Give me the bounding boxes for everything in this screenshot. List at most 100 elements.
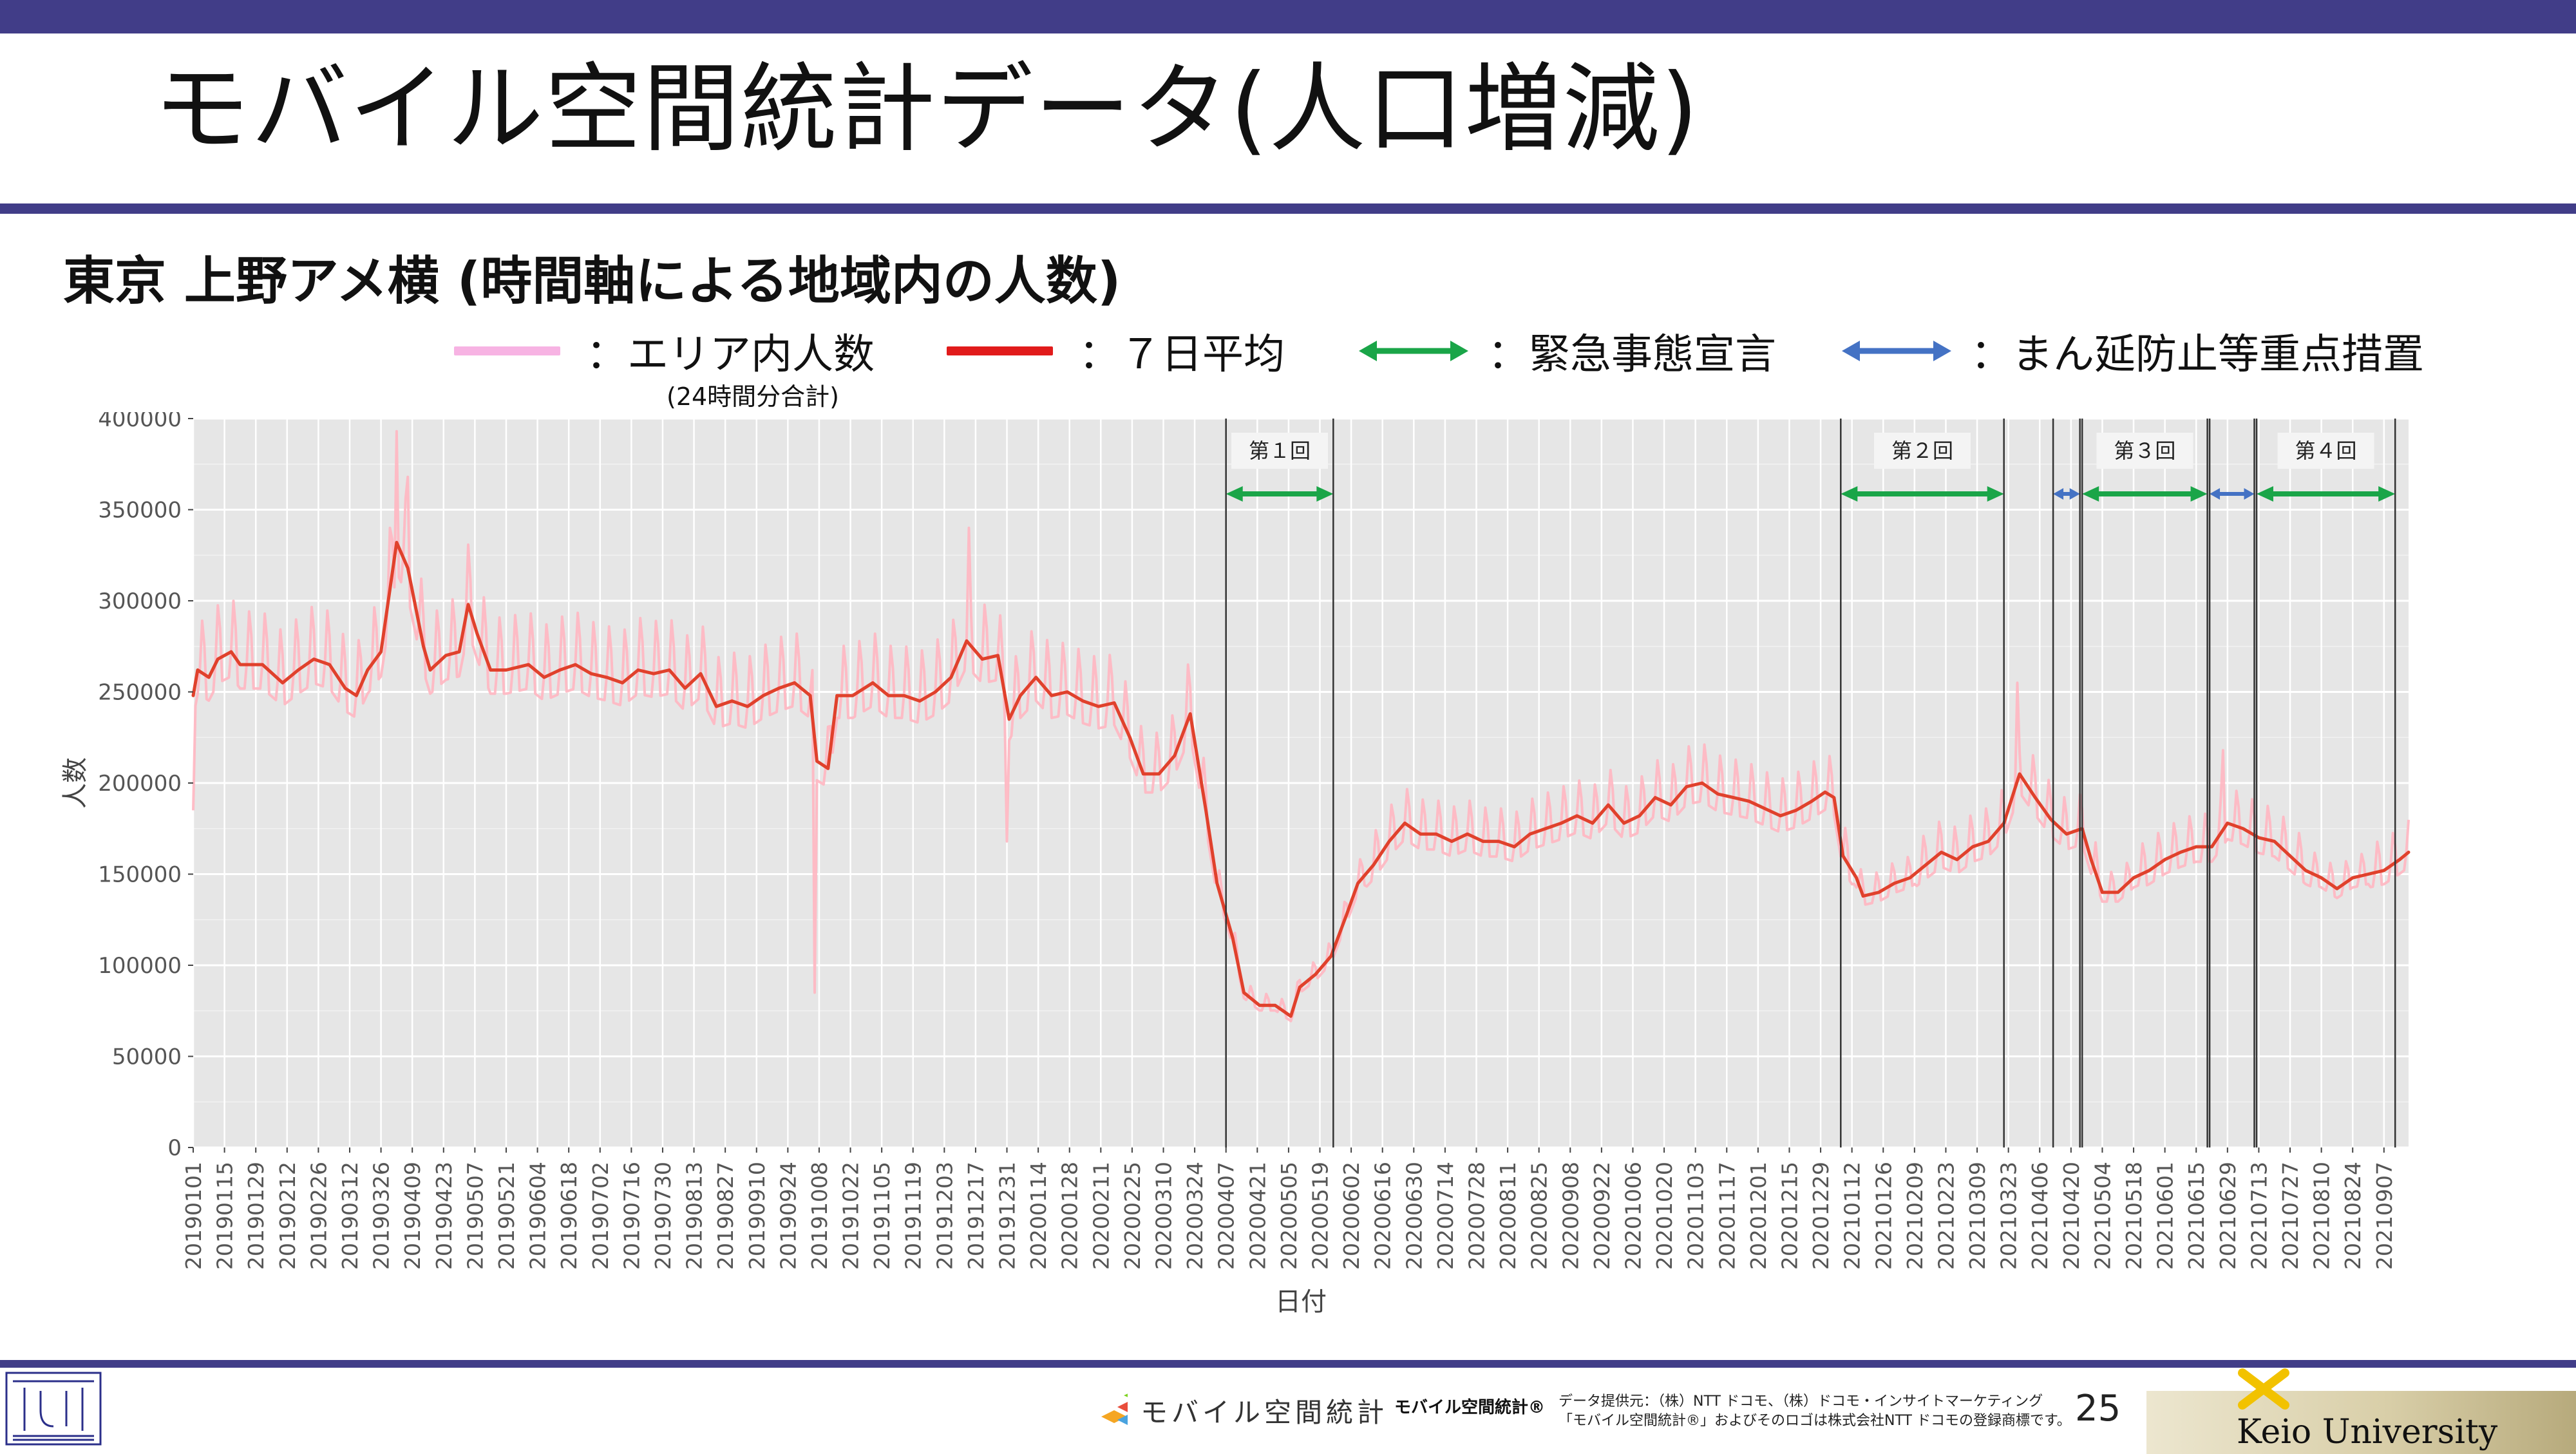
x-tick-label: 20201215 <box>1777 1162 1802 1270</box>
x-tick-label: 20200225 <box>1120 1162 1145 1270</box>
x-tick-label: 20210223 <box>1933 1162 1958 1270</box>
x-tick-label: 20210504 <box>2090 1162 2115 1270</box>
x-tick-label: 20190507 <box>462 1162 488 1270</box>
brand-text: モバイル空間統計® <box>1394 1398 1546 1417</box>
x-tick-label: 20210420 <box>2059 1162 2084 1270</box>
wave-label: 第１回 <box>1249 439 1311 463</box>
x-tick-label: 20191008 <box>807 1162 832 1270</box>
x-tick-label: 20200908 <box>1558 1162 1583 1270</box>
x-tick-label: 20200324 <box>1182 1162 1208 1270</box>
wave-label: 第３回 <box>2114 439 2175 463</box>
x-tick-label: 20190604 <box>526 1162 551 1270</box>
x-tick-label: 20210810 <box>2309 1162 2334 1270</box>
period-arrow-head <box>2256 486 2273 502</box>
x-tick-label: 20200825 <box>1527 1162 1552 1270</box>
x-tick-label: 20200602 <box>1339 1162 1364 1270</box>
x-tick-label: 20201201 <box>1746 1162 1771 1270</box>
x-tick-label: 20210518 <box>2121 1162 2146 1270</box>
x-tick-label: 20201229 <box>1808 1162 1833 1270</box>
x-tick-label: 20210713 <box>2246 1162 2271 1270</box>
x-tick-label: 20210323 <box>1996 1162 2022 1270</box>
x-tick-label: 20210209 <box>1902 1162 1927 1270</box>
period-arrow-head <box>2378 486 2396 502</box>
legend-arrow-priority-icon <box>1842 341 1951 361</box>
x-tick-label: 20190409 <box>400 1162 425 1270</box>
x-axis-title: 日付 <box>1275 1287 1327 1317</box>
credit-line-2: 「モバイル空間統計®」およびそのロゴは株式会社NTT ドコモの登録商標です。 <box>1558 1413 2071 1429</box>
x-tick-label: 20190326 <box>369 1162 394 1270</box>
page-subtitle: 東京 上野アメ横 (時間軸による地域内の人数) <box>63 251 1121 311</box>
seven-day-average-line <box>191 540 2410 1018</box>
x-tick-label: 20200811 <box>1495 1162 1520 1270</box>
legend-swatch-daily <box>454 346 560 355</box>
x-tick-label: 20200519 <box>1308 1162 1333 1270</box>
y-tick-label: 300000 <box>98 589 182 614</box>
footer-divider <box>0 1360 2576 1368</box>
period-arrow-head <box>2053 488 2064 500</box>
keio-university-text: Keio University <box>2237 1413 2498 1451</box>
x-tick-label: 20190115 <box>213 1162 238 1270</box>
legend-item-average: ：７日平均 <box>947 325 1285 379</box>
pen-logo-icon <box>2238 1368 2289 1410</box>
x-tick-label: 20201020 <box>1652 1162 1677 1270</box>
x-tick-label: 20190924 <box>775 1162 800 1270</box>
legend-item-priority: ：まん延防止等重点措置 <box>1842 325 2424 379</box>
x-tick-label: 20190716 <box>619 1162 644 1270</box>
x-tick-label: 20190129 <box>243 1162 269 1270</box>
wave-label-box <box>1874 433 1971 469</box>
legend-label-daily: ：エリア内人数 <box>586 331 875 379</box>
period-arrow-head <box>2244 488 2255 500</box>
page-title: モバイル空間統計データ(人口増減) <box>153 53 1700 165</box>
population-line-chart: 第１回 第２回 第３回 第４回 0 50000 100000 150000 200000 250… <box>61 412 2410 1317</box>
average-series-layer <box>191 540 2410 1018</box>
y-tick-label: 200000 <box>98 771 182 797</box>
x-tick-label: 20190212 <box>275 1162 300 1270</box>
data-credit: データ提供元：（株）NTT ドコモ、（株）ドコモ・インサイトマーケティング 「モ… <box>1558 1392 2071 1431</box>
cube-logo-icon <box>1101 1393 1128 1425</box>
x-tick-label: 20191203 <box>932 1162 957 1270</box>
legend-item-emergency: ：緊急事態宣言 <box>1359 325 1776 379</box>
x-tick-label: 20200211 <box>1088 1162 1113 1270</box>
wave-label-box <box>2096 433 2193 469</box>
x-tick-label: 20191105 <box>869 1162 895 1270</box>
wave-label: 第２回 <box>1891 439 1953 463</box>
y-tick-label: 350000 <box>98 498 182 524</box>
keio-banner: Keio University <box>2146 1391 2576 1454</box>
x-tick-label: 20210824 <box>2340 1162 2365 1270</box>
x-tick-label: 20200421 <box>1245 1162 1270 1270</box>
x-tick-label: 20191231 <box>995 1162 1020 1270</box>
x-tick-label: 20210615 <box>2184 1162 2209 1270</box>
x-tick-label: 20210727 <box>2278 1162 2303 1270</box>
period-arrow-head <box>1841 486 1858 502</box>
x-tick-label: 20200922 <box>1589 1162 1615 1270</box>
y-tick-label: 50000 <box>112 1044 182 1070</box>
legend-swatch-average <box>947 346 1053 355</box>
x-tick-label: 20200505 <box>1276 1162 1302 1270</box>
y-tick-label: 250000 <box>98 680 182 706</box>
x-tick-label: 20190702 <box>588 1162 613 1270</box>
x-tick-label: 20191022 <box>838 1162 864 1270</box>
period-arrow-head <box>1316 486 1334 502</box>
wave-label: 第４回 <box>2295 439 2357 463</box>
period-arrow-head <box>2210 488 2221 500</box>
wave-label-box <box>2277 433 2374 469</box>
x-tick-label: 20210629 <box>2215 1162 2240 1270</box>
x-tick-label: 20200714 <box>1433 1162 1458 1270</box>
legend-label-priority: ：まん延防止等重点措置 <box>1971 331 2424 379</box>
legend-item-daily: ：エリア内人数 <box>454 325 875 379</box>
chart-legend: ：エリア内人数 ：７日平均 ：緊急事態宣言 ：まん延防止等重点措置 (24時間分… <box>0 325 2576 411</box>
x-tick-label: 20200128 <box>1057 1162 1083 1270</box>
x-tick-label: 20200616 <box>1370 1162 1396 1270</box>
x-tick-label: 20201006 <box>1620 1162 1645 1270</box>
period-arrow-head <box>2082 486 2099 502</box>
x-tick-label: 20190226 <box>306 1162 331 1270</box>
event-layer: 第１回 第２回 第３回 第４回 <box>1225 419 2396 1147</box>
header-bar <box>0 0 2576 33</box>
x-tick-label: 20191119 <box>901 1162 926 1270</box>
x-tick-label: 20210907 <box>2372 1162 2397 1270</box>
period-arrow-head <box>2069 488 2080 500</box>
x-tick-label: 20190910 <box>744 1162 770 1270</box>
x-tick-label: 20190312 <box>337 1162 363 1270</box>
x-tick-label: 20191217 <box>963 1162 989 1270</box>
axis-layer: 0 50000 100000 150000 200000 250000 300000 3500… <box>61 412 2397 1317</box>
